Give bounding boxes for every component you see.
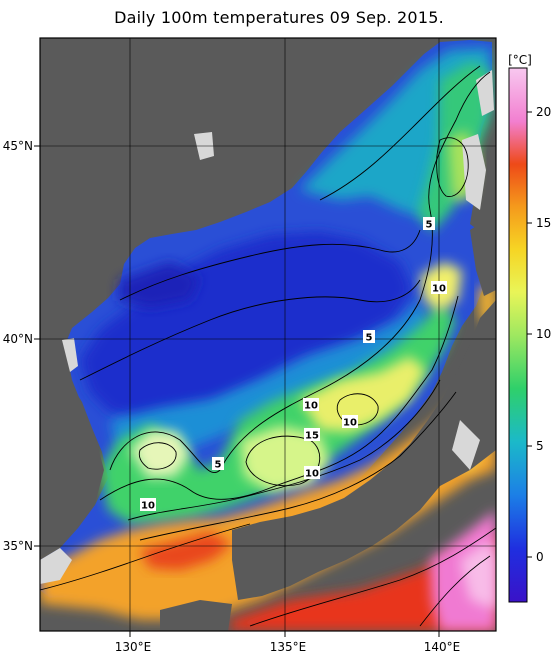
lon-tick-label: 130°E <box>115 640 152 654</box>
colorbar-tick-label: 15 <box>536 216 551 230</box>
contour-line <box>419 555 491 627</box>
contour-line <box>119 229 421 301</box>
contour-line <box>79 279 421 381</box>
contour-line <box>40 523 251 591</box>
land-hokkaido <box>470 220 496 296</box>
cold-patch <box>118 262 200 308</box>
pacific-red <box>230 530 496 631</box>
graticule <box>40 38 496 631</box>
contour-label: 10 <box>432 284 446 295</box>
lat-tick-label: 45°N <box>3 139 33 153</box>
contour-line <box>336 393 379 426</box>
contour-line <box>245 435 321 487</box>
land-korea <box>40 300 104 556</box>
colorbar-tick-label: 10 <box>536 327 551 341</box>
contour-label: 10 <box>304 401 318 412</box>
contour-line <box>109 71 491 473</box>
contour-label: 5 <box>215 460 222 471</box>
contour-label: 10 <box>305 469 319 480</box>
contour-label: 10 <box>343 418 357 429</box>
colorbar-unit: [°C] <box>508 53 532 67</box>
colorbar-tick-label: 0 <box>536 550 544 564</box>
lat-axis: 45°N 40°N 35°N <box>3 139 40 553</box>
map-title: Daily 100m temperatures 09 Sep. 2015. <box>114 8 444 27</box>
cold-core <box>80 232 412 420</box>
contour-line <box>138 442 177 470</box>
nodata-pacific <box>452 420 480 470</box>
contour-label: 5 <box>426 220 433 231</box>
nodata-korea-coast <box>62 338 78 372</box>
lon-tick-label: 140°E <box>424 640 461 654</box>
nodata-korea-south <box>40 548 72 584</box>
land-kyushu <box>160 600 232 631</box>
nodata-hokkaido <box>462 134 486 210</box>
contour-line <box>436 137 469 197</box>
land-honshu <box>232 300 496 600</box>
contour-line <box>249 527 496 627</box>
lon-tick-label: 135°E <box>270 640 307 654</box>
front-green-band <box>100 300 456 524</box>
lat-tick-label: 40°N <box>3 332 33 346</box>
contour-lines <box>40 65 496 627</box>
contour-line <box>127 379 441 521</box>
lon-axis: 130°E 135°E 140°E <box>115 631 461 654</box>
contour-labels: 5 10 5 10 10 15 10 5 10 <box>140 217 447 512</box>
contour-line <box>319 65 481 201</box>
nodata-northeast <box>476 70 494 116</box>
map-area: 5 10 5 10 10 15 10 5 10 <box>40 38 496 631</box>
map-frame <box>39 37 497 632</box>
contour-label: 10 <box>141 501 155 512</box>
contour-label: 5 <box>366 333 373 344</box>
contour-line <box>139 391 457 541</box>
south-red <box>140 532 232 570</box>
colorbar-tick-label: 20 <box>536 105 551 119</box>
contour-label: 15 <box>305 431 319 442</box>
mid-teal-band <box>110 300 430 456</box>
colorbar-tick-label: 5 <box>536 439 544 453</box>
colorbar: [°C] 20 15 10 5 0 <box>508 53 551 603</box>
colorbar-gradient <box>508 67 528 603</box>
lat-tick-label: 35°N <box>3 539 33 553</box>
